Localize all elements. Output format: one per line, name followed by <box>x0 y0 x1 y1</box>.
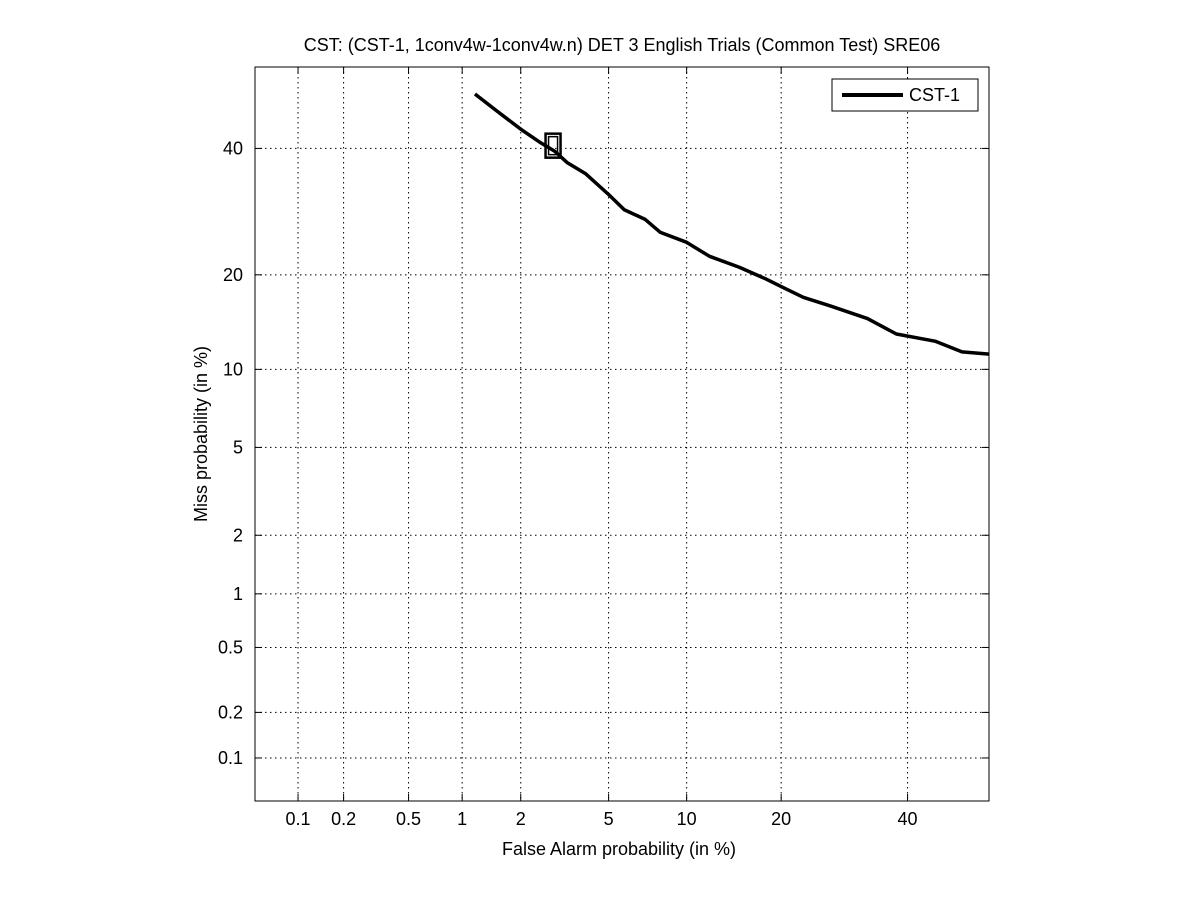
x-tick-label: 0.2 <box>331 809 356 829</box>
y-tick-label: 1 <box>233 584 243 604</box>
y-tick-label: 10 <box>223 359 243 379</box>
x-tick-label: 40 <box>898 809 918 829</box>
y-tick-label: 5 <box>233 437 243 457</box>
y-tick-label: 0.1 <box>218 748 243 768</box>
y-tick-label: 0.2 <box>218 702 243 722</box>
x-tick-label: 2 <box>516 809 526 829</box>
axis-ticks: 0.1 0.2 0.5 1 2 5 10 20 40 0.1 0.2 0.5 1 2 5 10 20 40 <box>218 67 989 829</box>
x-tick-label: 20 <box>771 809 791 829</box>
operating-point-marker <box>544 132 562 159</box>
legend: CST-1 <box>831 78 979 112</box>
chart-title: CST: (CST-1, 1conv4w-1conv4w.n) DET 3 En… <box>304 35 941 55</box>
x-tick-label: 0.1 <box>286 809 311 829</box>
y-tick-label: 40 <box>223 138 243 158</box>
x-tick-label: 0.5 <box>396 809 421 829</box>
plot-frame <box>254 66 990 802</box>
y-tick-label: 0.5 <box>218 637 243 657</box>
series-layer <box>473 92 990 356</box>
x-axis-label: False Alarm probability (in %) <box>502 839 736 859</box>
y-tick-label: 2 <box>233 525 243 545</box>
series-line-cst-1 <box>473 92 990 356</box>
y-axis-label: Miss probability (in %) <box>191 346 211 522</box>
x-tick-label: 5 <box>604 809 614 829</box>
x-tick-label: 10 <box>677 809 697 829</box>
legend-entry-label: CST-1 <box>909 85 960 105</box>
operating-point-marker-inner <box>547 135 559 156</box>
marker-layer <box>544 132 562 159</box>
x-tick-label: 1 <box>457 809 467 829</box>
y-tick-label: 20 <box>223 265 243 285</box>
